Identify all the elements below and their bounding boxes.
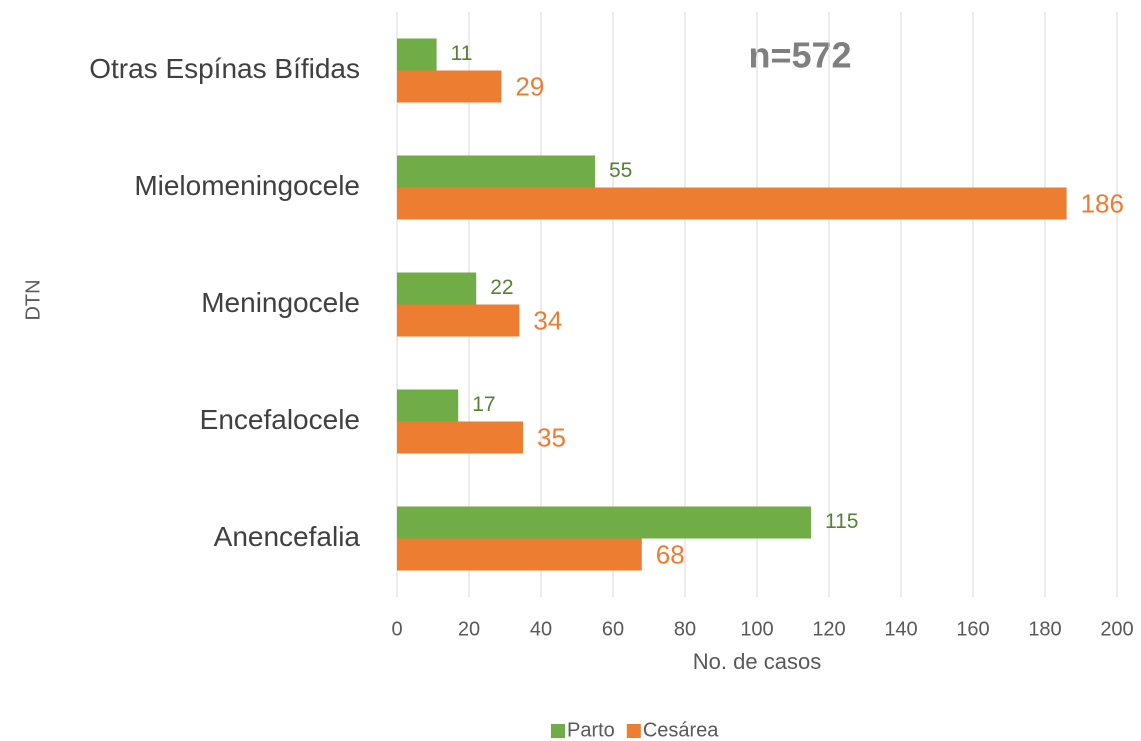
bar: [397, 421, 523, 454]
bar: [397, 70, 502, 103]
legend-swatch: [626, 724, 641, 738]
bar: [397, 538, 642, 571]
bar: [397, 272, 477, 305]
x-tick-label: 160: [956, 618, 989, 640]
x-axis-title: No. de casos: [693, 649, 821, 674]
y-tick-label: Encefalocele: [200, 404, 360, 435]
x-tick-label: 100: [740, 618, 773, 640]
y-tick-label: Meningocele: [201, 287, 360, 318]
legend-swatch: [551, 724, 565, 738]
data-label: 35: [537, 422, 566, 452]
data-label: 11: [451, 42, 473, 65]
y-tick-label: Otras Espínas Bífidas: [89, 53, 360, 84]
x-tick-label: 200: [1100, 618, 1133, 640]
y-axis-title: DTN: [22, 279, 44, 320]
data-label: 29: [515, 71, 544, 101]
x-tick-label: 60: [602, 618, 624, 640]
x-tick-label: 120: [812, 618, 845, 640]
x-tick-label: 20: [458, 618, 480, 640]
bar: [397, 389, 459, 422]
y-tick-label: Mielomeningocele: [134, 170, 360, 201]
data-label: 55: [609, 159, 632, 182]
annotation: n=572: [748, 35, 851, 76]
bar: [397, 187, 1067, 220]
data-label: 68: [656, 539, 685, 569]
data-label: 186: [1081, 188, 1124, 218]
x-tick-label: 140: [884, 618, 917, 640]
x-tick-label: 40: [530, 618, 552, 640]
data-label: 22: [490, 276, 513, 299]
bar: [397, 304, 520, 337]
data-label: 115: [825, 510, 858, 533]
x-tick-label: 80: [674, 618, 696, 640]
bar: [397, 506, 811, 539]
legend-label: Cesárea: [643, 719, 719, 741]
y-tick-label: Anencefalia: [214, 521, 361, 552]
x-tick-label: 180: [1028, 618, 1061, 640]
bar: [397, 38, 437, 71]
bar: [397, 155, 595, 188]
legend-label: Parto: [567, 719, 615, 741]
data-label: 17: [472, 393, 495, 416]
x-tick-label: 0: [391, 618, 402, 640]
data-label: 34: [533, 305, 562, 335]
